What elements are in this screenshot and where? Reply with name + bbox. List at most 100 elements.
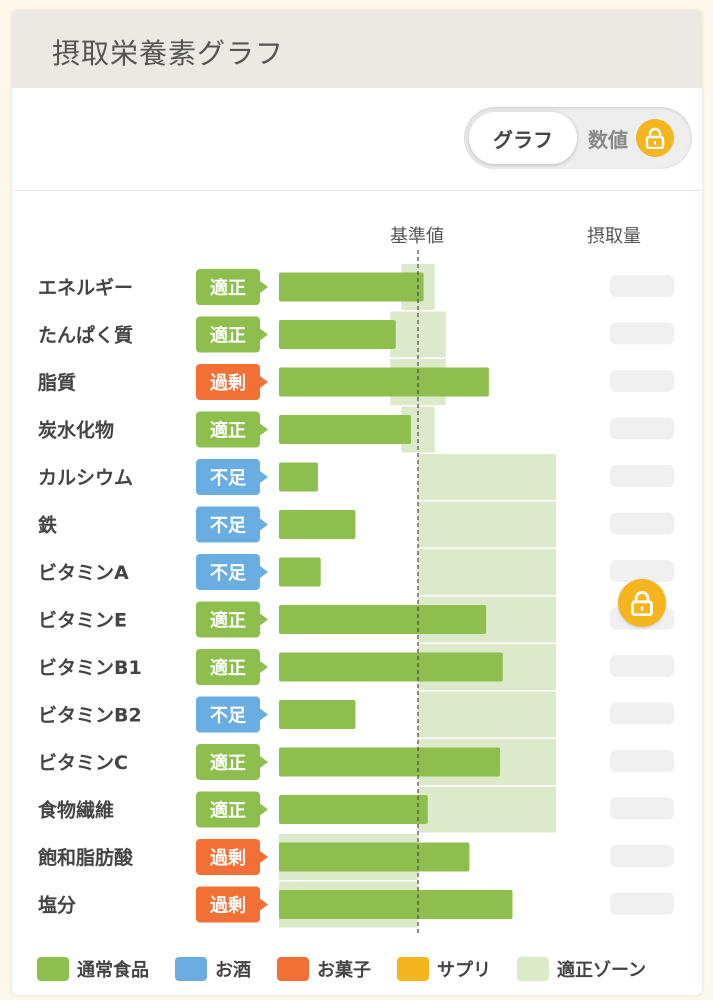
legend-label: お酒 — [215, 960, 251, 981]
nutrient-label: ビタミンA — [38, 562, 129, 584]
nutrient-label: 脂質 — [38, 371, 76, 394]
intake-bar — [279, 605, 487, 634]
legend-label: 通常食品 — [77, 960, 149, 981]
nutrient-label: ビタミンE — [38, 610, 127, 632]
card-header: 摂取栄養素グラフ — [12, 10, 702, 88]
nutrient-label: エネルギー — [38, 277, 133, 299]
intake-value-blurred — [610, 560, 674, 582]
intake-bar — [279, 842, 470, 872]
tab-numbers-label: 数値 — [588, 127, 628, 152]
status-tag — [196, 886, 268, 923]
intake-bar — [279, 462, 318, 492]
status-tag — [196, 506, 268, 543]
zone-band — [418, 454, 556, 500]
nutrient-label: たんぱく質 — [38, 324, 133, 347]
intake-lock-icon[interactable] — [618, 579, 666, 627]
reference-header: 基準値 — [390, 226, 444, 247]
legend-label: 適正ゾーン — [557, 960, 647, 981]
status-tag-label: 適正 — [210, 657, 246, 679]
status-tag — [196, 649, 268, 685]
nutrition-card: 摂取栄養素グラフ グラフ 数値 基準値 摂取量 エネルギー 適正 たんぱく質 適正 脂質… — [12, 10, 702, 995]
intake-value-blurred — [610, 370, 674, 392]
nutrient-label: 食物繊維 — [38, 799, 114, 822]
nutrient-label: ビタミンB2 — [38, 705, 142, 727]
zone-band — [418, 691, 556, 738]
zone-band — [418, 549, 556, 595]
status-tag-label: 適正 — [210, 420, 246, 442]
intake-bar — [279, 510, 356, 539]
intake-header: 摂取量 — [587, 226, 641, 247]
intake-value-blurred — [610, 892, 674, 915]
intake-value-blurred — [610, 797, 674, 820]
nutrient-label: 飽和脂肪酸 — [37, 846, 134, 869]
intake-value-blurred — [610, 275, 674, 297]
legend-swatch — [517, 957, 549, 981]
status-tag-label: 適正 — [210, 610, 246, 632]
legend-item-supplement: サプリ — [397, 956, 491, 982]
intake-value-blurred — [610, 845, 674, 867]
status-tag — [196, 696, 268, 733]
status-tag-label: 適正 — [210, 277, 246, 299]
legend-item-sweets: お菓子 — [277, 956, 371, 982]
intake-bar — [279, 320, 396, 349]
status-tag — [196, 839, 268, 875]
intake-bar — [279, 557, 321, 587]
divider — [12, 190, 702, 191]
legend-label: サプリ — [437, 960, 491, 981]
legend-swatch — [37, 957, 69, 981]
intake-bar — [279, 890, 513, 919]
intake-bar — [279, 795, 428, 824]
intake-value-blurred — [610, 702, 674, 725]
status-tag-label: 不足 — [210, 563, 246, 584]
status-tag — [196, 459, 268, 495]
intake-bar — [279, 700, 356, 729]
status-tag-label: 適正 — [210, 752, 246, 774]
nutrient-label: 炭水化物 — [38, 419, 114, 442]
status-tag — [196, 316, 268, 353]
status-tag — [196, 411, 268, 448]
legend-swatch — [397, 957, 429, 981]
intake-bar — [279, 272, 424, 302]
status-tag-label: 不足 — [210, 468, 246, 489]
page-title: 摂取栄養素グラフ — [52, 37, 285, 70]
tab-numbers[interactable]: 数値 — [588, 112, 688, 164]
intake-value-blurred — [610, 750, 674, 772]
nutrient-label: ビタミンC — [38, 752, 128, 774]
status-tag-label: 不足 — [210, 516, 246, 537]
nutrient-label: 鉄 — [38, 514, 57, 537]
legend: 通常食品 お酒 お菓子 サプリ 適正ゾーン — [37, 955, 697, 983]
status-tag — [196, 601, 268, 638]
status-tag-label: 適正 — [210, 325, 246, 347]
nutrient-label: ビタミンB1 — [38, 657, 142, 679]
zone-band — [418, 501, 556, 548]
tab-graph[interactable]: グラフ — [469, 112, 577, 164]
status-tag-label: 過剰 — [210, 847, 246, 869]
legend-label: お菓子 — [317, 960, 371, 981]
intake-value-blurred — [610, 465, 674, 487]
status-tag — [196, 554, 268, 590]
intake-value-blurred — [610, 417, 674, 440]
legend-swatch — [175, 957, 207, 981]
nutrient-label: 塩分 — [38, 894, 76, 917]
intake-bar — [279, 747, 501, 777]
status-tag-label: 適正 — [210, 800, 246, 822]
view-toggle[interactable]: グラフ 数値 — [464, 107, 692, 169]
intake-value-blurred — [610, 655, 674, 677]
status-tag — [196, 744, 268, 780]
intake-value-blurred — [610, 322, 674, 345]
nutrient-label: カルシウム — [38, 467, 133, 489]
zone-band — [418, 786, 556, 833]
legend-item-normal-food: 通常食品 — [37, 956, 149, 982]
lock-icon — [636, 119, 674, 157]
status-tag-label: 不足 — [210, 706, 246, 727]
status-tag — [196, 791, 268, 828]
status-tag-label: 過剰 — [210, 372, 246, 394]
status-tag — [196, 269, 268, 305]
legend-item-alcohol: お酒 — [175, 956, 251, 982]
status-tag — [196, 364, 268, 400]
intake-bar — [279, 367, 489, 397]
intake-bar — [279, 652, 503, 682]
intake-value-blurred — [610, 512, 674, 535]
intake-bar — [279, 415, 412, 444]
